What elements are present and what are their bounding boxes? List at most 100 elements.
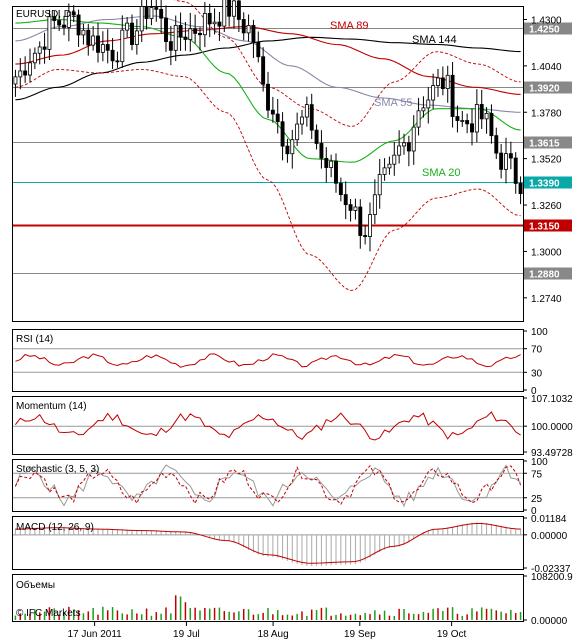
- macd-tick-label: -0.02337: [531, 564, 571, 575]
- candle-body: [32, 52, 37, 64]
- candle-body: [300, 116, 304, 125]
- candle-body: [314, 129, 319, 144]
- level-label: 1.3390: [529, 179, 560, 190]
- candle-body: [52, 16, 57, 21]
- candle-body: [484, 112, 489, 120]
- candle-body: [47, 16, 52, 50]
- candle-body: [479, 104, 484, 120]
- chart-symbol: EURUSD, D1: [16, 9, 77, 20]
- price-tick-label: 1.2740: [531, 294, 562, 305]
- x-tick-label: 19 Oct: [437, 629, 467, 640]
- candle-body: [212, 21, 217, 25]
- candle-body: [154, 7, 159, 10]
- candle-body: [42, 46, 47, 50]
- candle-body: [426, 99, 431, 109]
- price-tick-label: 1.3520: [531, 155, 562, 166]
- candle-body: [445, 74, 450, 89]
- candle-body: [149, 7, 154, 19]
- candle-body: [105, 44, 110, 51]
- candle-body: [377, 174, 382, 196]
- candle-body: [81, 29, 86, 36]
- candle-body: [173, 24, 178, 51]
- volume-tick-label: 0.00000: [531, 616, 568, 627]
- candle-body: [465, 120, 470, 125]
- level-label: 1.3150: [529, 222, 560, 233]
- rsi-tick-label: 70: [531, 345, 543, 356]
- candle-body: [440, 77, 445, 89]
- candlesticks: [13, 0, 523, 252]
- candle-body: [130, 22, 134, 45]
- candle-body: [421, 107, 426, 112]
- candle-body: [57, 20, 62, 26]
- candle-body: [275, 113, 280, 123]
- candle-body: [324, 157, 329, 168]
- price-axis-ticks: 1.4300 1.4040 1.3780 1.3520 1.3260 1.3000 1.27…: [523, 15, 562, 305]
- candle-body: [236, 0, 241, 20]
- sma55-line: [15, 15, 521, 113]
- rsi-title: RSI (14): [16, 334, 53, 345]
- momentum-pane: [12, 396, 524, 455]
- price-tick-label: 1.4300: [531, 15, 562, 26]
- candle-body: [474, 104, 479, 133]
- rsi-line: [15, 353, 521, 368]
- rsi-tick-label: 0: [531, 386, 537, 397]
- price-tick-label: 1.4040: [531, 62, 562, 73]
- candle-body: [125, 22, 130, 31]
- candle-body: [168, 41, 173, 51]
- sma20-label: SMA 20: [422, 167, 461, 179]
- rsi-pane: [12, 329, 524, 392]
- candle-body: [134, 30, 139, 45]
- level-label: 1.3615: [529, 139, 560, 150]
- candle-body: [309, 104, 314, 131]
- candle-body: [120, 29, 125, 63]
- candle-body: [334, 160, 338, 184]
- candle-body: [494, 135, 499, 154]
- candle-body: [261, 56, 266, 85]
- candle-body: [397, 145, 402, 156]
- candle-body: [227, 0, 232, 17]
- candle-body: [348, 204, 353, 211]
- rsi-tick-label: 100: [531, 327, 548, 338]
- candle-body: [100, 44, 105, 53]
- level-badge: [524, 81, 572, 94]
- volume-title: Объемы: [16, 579, 55, 591]
- candle-body: [455, 116, 460, 121]
- candle-body: [37, 46, 42, 54]
- candle-body: [183, 36, 188, 40]
- candle-body: [217, 21, 222, 27]
- candle-body: [290, 139, 295, 155]
- candle-body: [23, 70, 28, 76]
- candle-body: [207, 12, 212, 25]
- candle-body: [489, 112, 494, 137]
- candle-body: [460, 120, 465, 122]
- momentum-tick-label: 107.1032: [531, 394, 573, 405]
- candle-body: [13, 76, 18, 85]
- volume-tick-label: 108200.9: [531, 572, 573, 583]
- candle-body: [96, 35, 100, 53]
- momentum-tick-label: 100.0000: [531, 422, 573, 433]
- level-badge: [524, 267, 572, 280]
- candle-body: [285, 145, 290, 155]
- level-badge: [524, 219, 572, 232]
- candle-body: [353, 206, 358, 211]
- sma20-line: [15, 18, 521, 163]
- macd-tick-label: 0.01184: [531, 514, 567, 525]
- momentum-tick-label: 93.49728: [531, 448, 573, 459]
- macd-title: MACD (12, 26, 9): [16, 522, 94, 533]
- candle-body: [406, 142, 411, 152]
- candle-body: [382, 167, 387, 175]
- momentum-title: Momentum (14): [16, 401, 87, 412]
- candle-body: [295, 123, 300, 141]
- candle-body: [144, 6, 149, 19]
- level-label: 1.3920: [529, 84, 560, 95]
- candle-body: [178, 24, 183, 38]
- candle-body: [91, 35, 96, 46]
- candle-body: [76, 14, 81, 36]
- level-badge: [524, 22, 572, 35]
- stochastic-tick-label: 75: [531, 469, 543, 480]
- level-label: 1.2880: [529, 270, 560, 281]
- x-tick-label: 18 Aug: [258, 629, 289, 640]
- sma89-label: SMA 89: [330, 20, 369, 32]
- time-axis: 17 Jun 2011 19 Jul 18 Aug 19 Sep 19 Oct: [67, 622, 467, 640]
- sma144-label: SMA 144: [412, 34, 457, 46]
